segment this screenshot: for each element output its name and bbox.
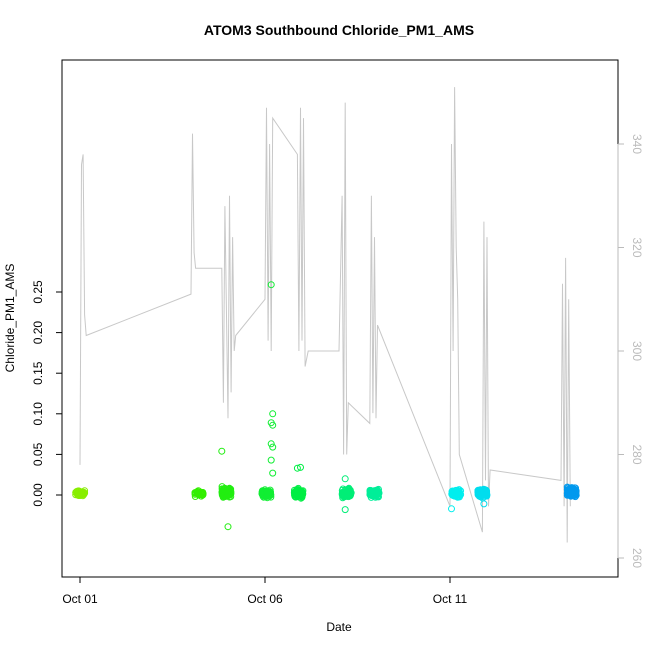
- point-layer: [72, 281, 580, 531]
- data-point: [339, 489, 347, 497]
- data-point-outlier: [480, 500, 488, 508]
- data-point: [295, 491, 303, 499]
- data-point-outlier: [267, 440, 275, 448]
- chart-title: ATOM3 Southbound Chloride_PM1_AMS: [204, 22, 474, 38]
- data-point: [220, 492, 228, 500]
- data-point: [368, 490, 376, 498]
- data-point-outlier: [269, 410, 277, 418]
- x-axis-label: Date: [326, 620, 352, 634]
- data-point-outlier: [218, 447, 226, 455]
- data-point-outlier: [341, 506, 349, 514]
- data-point: [452, 491, 460, 499]
- data-point: [191, 489, 199, 497]
- data-point-outlier: [448, 505, 455, 513]
- x-tick-label: Oct 01: [62, 592, 98, 606]
- data-point-outlier: [341, 475, 349, 483]
- y2-tick-label: 260: [630, 548, 644, 568]
- data-point-outlier: [269, 443, 277, 451]
- axis-layer: 0.00 0.05 0.10 0.15 0.20 0.25 260 280 300 320 340 O…: [31, 134, 644, 606]
- data-point: [457, 491, 465, 499]
- data-point: [223, 490, 231, 498]
- y2-tick-label: 340: [630, 134, 644, 154]
- y-tick-label: 0.20: [31, 321, 45, 345]
- x-tick-label: Oct 11: [433, 592, 468, 606]
- data-point-outlier: [224, 523, 232, 531]
- series-line: [79, 87, 571, 543]
- data-point: [346, 492, 354, 500]
- data-point: [292, 492, 300, 499]
- x-tick-label: Oct 06: [247, 592, 283, 606]
- y-tick-label: 0.00: [31, 483, 45, 507]
- data-point-outlier: [267, 456, 275, 464]
- data-point-outlier: [269, 421, 277, 429]
- y-tick-label: 0.15: [31, 361, 45, 385]
- y-tick-label: 0.05: [31, 442, 45, 466]
- data-point: [197, 492, 205, 500]
- data-point: [448, 490, 456, 498]
- line-layer: [79, 87, 571, 543]
- data-point-outlier: [269, 469, 277, 477]
- y2-tick-label: 300: [630, 341, 644, 361]
- data-point: [80, 491, 88, 499]
- data-point: [477, 487, 485, 495]
- data-point: [568, 489, 576, 496]
- data-point: [294, 490, 302, 498]
- data-point-outlier: [297, 463, 304, 471]
- data-point-outlier: [267, 281, 275, 289]
- data-point: [474, 488, 482, 496]
- data-point: [75, 487, 82, 495]
- y-axis-label: Chloride_PM1_AMS: [3, 264, 17, 373]
- data-point: [457, 487, 465, 495]
- y-tick-label: 0.25: [31, 280, 45, 304]
- data-point: [483, 490, 491, 498]
- data-point: [224, 491, 232, 499]
- data-point-outlier: [293, 464, 301, 472]
- y2-tick-label: 280: [630, 444, 644, 464]
- data-point: [75, 491, 83, 499]
- y-tick-label: 0.10: [31, 402, 45, 426]
- y2-tick-label: 320: [630, 237, 644, 257]
- data-point: [198, 491, 206, 499]
- data-point: [264, 488, 272, 496]
- data-point: [372, 490, 380, 498]
